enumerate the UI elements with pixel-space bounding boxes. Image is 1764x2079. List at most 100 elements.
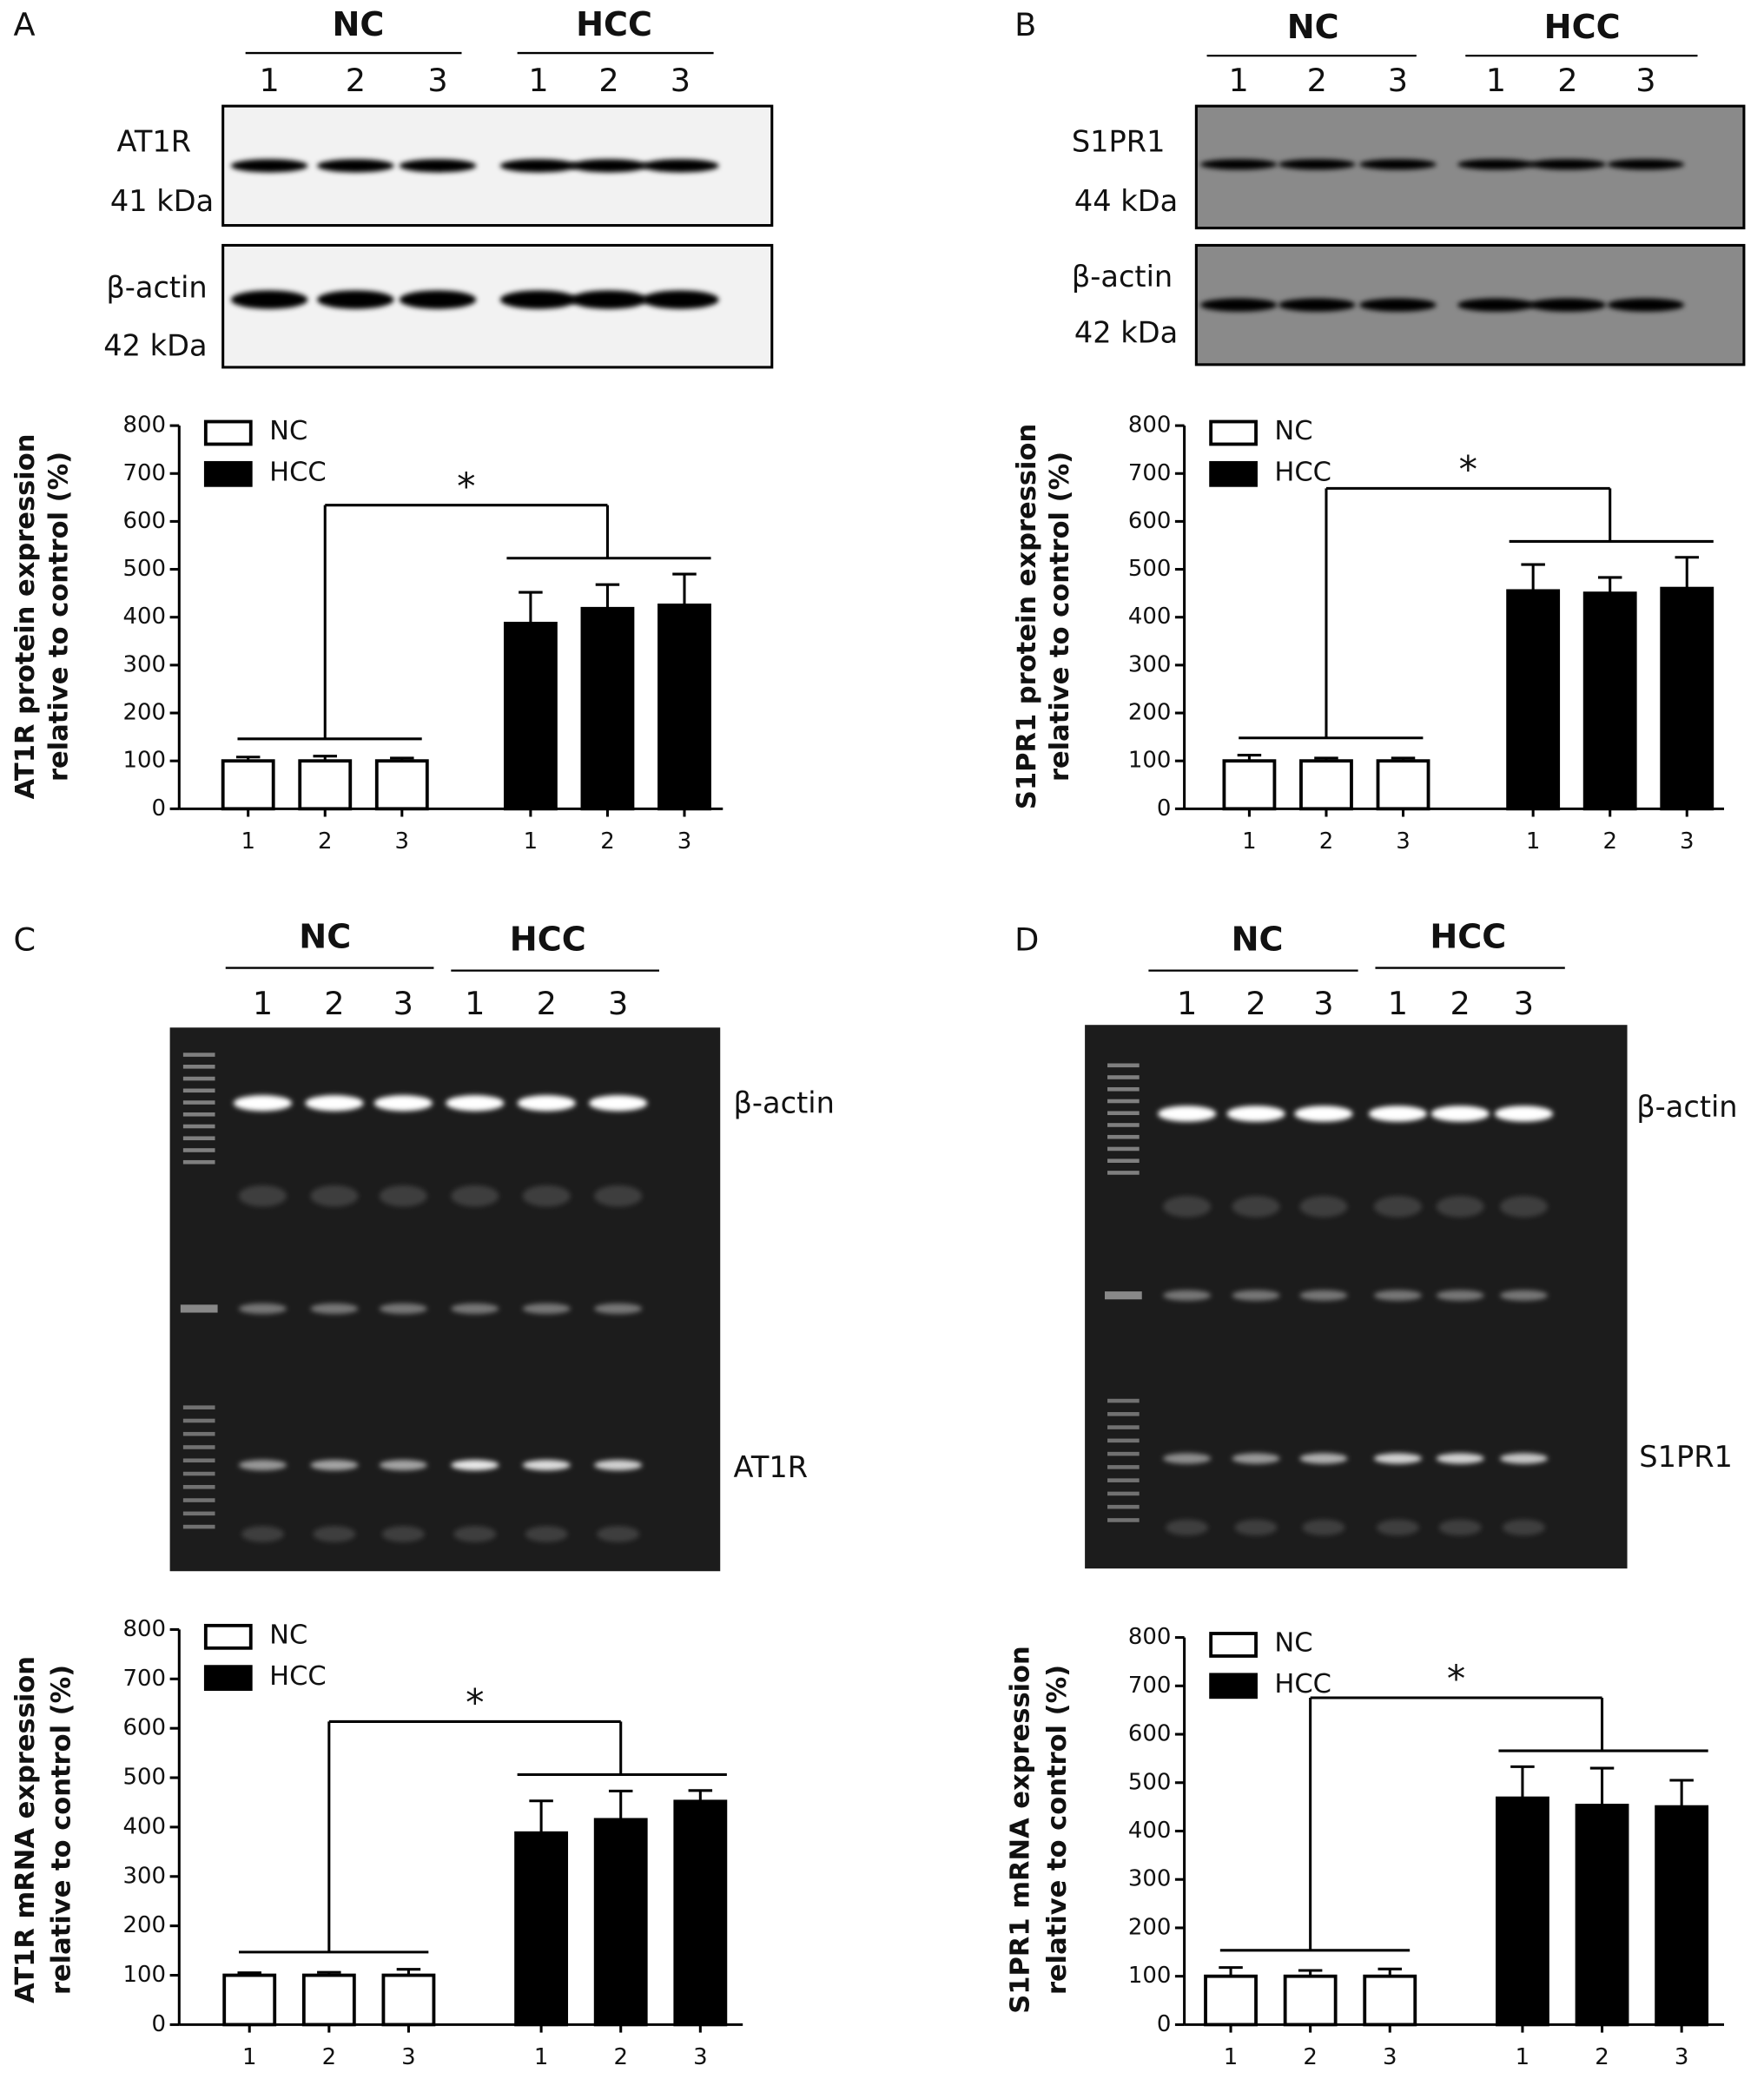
legend-swatch xyxy=(203,1665,253,1692)
ladder-band xyxy=(182,1112,215,1117)
y-tick-label: 200 xyxy=(1128,700,1172,726)
legend-label: NC xyxy=(1274,416,1312,446)
panel-letter: B xyxy=(1014,6,1036,43)
y-tick-label: 500 xyxy=(1128,1769,1172,1795)
band xyxy=(1299,1196,1348,1218)
y-tick-label: 500 xyxy=(123,1765,167,1791)
x-tick-label: 3 xyxy=(1383,2044,1397,2070)
y-axis-label: S1PR1 protein expression xyxy=(1012,424,1042,809)
ladder-band xyxy=(182,1431,215,1436)
band xyxy=(499,290,578,309)
band xyxy=(317,290,394,309)
bar xyxy=(1376,759,1430,811)
blot-label: β-actin xyxy=(106,270,207,304)
blot-label: β-actin xyxy=(1072,260,1173,294)
band xyxy=(239,1459,287,1471)
y-tick-label: 800 xyxy=(123,412,167,439)
lane-label: 2 xyxy=(346,62,366,99)
y-tick-label: 700 xyxy=(123,460,167,486)
ladder-band xyxy=(1107,1491,1140,1496)
lane-label: 3 xyxy=(1514,985,1534,1022)
significance: * xyxy=(466,1682,484,1726)
x-tick-label: 2 xyxy=(1303,2044,1318,2070)
legend-label: NC xyxy=(269,416,307,446)
bar xyxy=(1299,759,1353,811)
y-tick-label: 100 xyxy=(1128,1963,1172,1989)
y-tick-label: 500 xyxy=(1128,556,1172,582)
bar xyxy=(1506,589,1561,811)
blot-label: S1PR1 xyxy=(1639,1440,1733,1474)
band xyxy=(453,1526,497,1542)
ladder-band xyxy=(1107,1063,1140,1068)
band xyxy=(522,1303,571,1315)
blot-label: 42 kDa xyxy=(1074,315,1178,349)
band xyxy=(381,1526,425,1542)
y-axis-label: AT1R mRNA expression xyxy=(10,1656,41,2003)
band xyxy=(1166,1519,1209,1536)
y-tick-label: 100 xyxy=(123,1962,167,1988)
ladder-band xyxy=(1107,1099,1140,1104)
y-tick-label: 300 xyxy=(1128,1866,1172,1892)
band xyxy=(373,1095,433,1112)
y-tick-label: 600 xyxy=(1128,1721,1172,1747)
ladder-band xyxy=(182,1498,215,1502)
x-tick-label: 2 xyxy=(322,2044,337,2070)
ladder-band xyxy=(180,1304,218,1313)
band xyxy=(642,290,719,309)
lane-label: 2 xyxy=(598,62,618,99)
x-tick-label: 3 xyxy=(1396,828,1411,855)
band xyxy=(1226,1106,1285,1122)
group-label: HCC xyxy=(510,921,586,959)
legend-swatch xyxy=(1209,419,1258,446)
ladder-band xyxy=(182,1053,215,1057)
legend-label: HCC xyxy=(1274,458,1331,488)
band xyxy=(1299,1453,1348,1464)
ladder-band xyxy=(182,1076,215,1081)
ladder-band xyxy=(1107,1158,1140,1163)
band xyxy=(233,1095,293,1112)
lane-label: 3 xyxy=(608,985,628,1022)
blot-label: 42 kDa xyxy=(103,329,207,363)
band xyxy=(1163,1453,1212,1464)
band xyxy=(1503,1519,1545,1536)
band xyxy=(379,1459,427,1471)
x-tick-label: 1 xyxy=(1242,828,1257,855)
band xyxy=(305,1095,364,1112)
blot-label: β-actin xyxy=(1636,1090,1737,1124)
band xyxy=(379,1303,427,1315)
x-tick-label: 2 xyxy=(1319,828,1334,855)
lane-label: 2 xyxy=(1557,62,1577,99)
band xyxy=(1199,159,1278,170)
band xyxy=(317,159,394,173)
y-tick-label: 800 xyxy=(1128,1624,1172,1650)
y-tick-label: 400 xyxy=(123,1813,167,1839)
band xyxy=(230,159,308,173)
legend-swatch xyxy=(203,1623,253,1650)
ladder-band xyxy=(1107,1171,1140,1175)
legend-label: NC xyxy=(1274,1628,1312,1659)
y-axis-label: relative to control (%) xyxy=(43,452,74,782)
band xyxy=(1368,1106,1428,1122)
lane-label: 1 xyxy=(259,62,279,99)
bar xyxy=(593,1818,648,2027)
band xyxy=(589,1095,648,1112)
panel-letter: A xyxy=(13,6,35,43)
bar xyxy=(1496,1796,1549,2027)
blot-label: 41 kDa xyxy=(110,184,214,218)
ladder-band xyxy=(182,1445,215,1449)
band xyxy=(570,290,648,309)
band xyxy=(1232,1196,1280,1218)
band xyxy=(1199,298,1278,312)
y-axis-label: relative to control (%) xyxy=(1045,452,1075,782)
lane-label: 2 xyxy=(1450,985,1470,1022)
x-tick-label: 1 xyxy=(241,828,255,855)
band xyxy=(1499,1453,1548,1464)
y-axis-label: relative to control (%) xyxy=(46,1665,76,1995)
y-tick-label: 200 xyxy=(1128,1914,1172,1940)
y-tick-label: 100 xyxy=(1128,748,1172,774)
legend-label: HCC xyxy=(269,1661,327,1692)
y-tick-label: 700 xyxy=(1128,1673,1172,1699)
x-tick-label: 3 xyxy=(1675,2044,1689,2070)
ladder-band xyxy=(182,1458,215,1463)
